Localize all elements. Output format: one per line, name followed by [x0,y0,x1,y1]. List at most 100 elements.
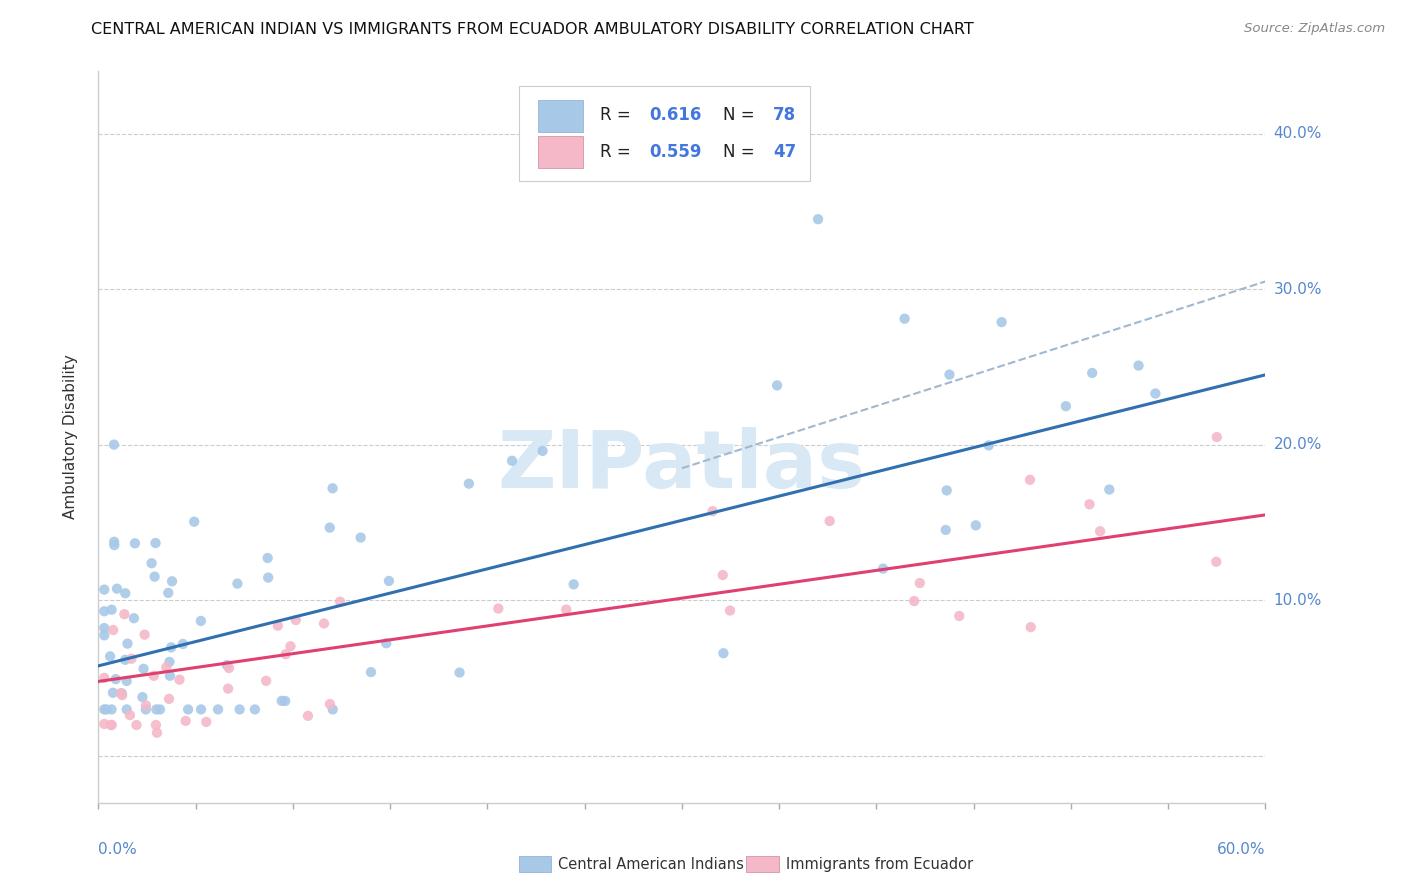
Text: R =: R = [600,106,637,124]
Point [555,602,578,616]
Point [938,368,960,382]
Text: R =: R = [600,143,637,161]
Point [143,569,166,583]
Point [1019,473,1042,487]
Point [1144,386,1167,401]
Point [319,697,342,711]
Point [122,611,145,625]
Point [257,571,280,585]
Bar [538,136,582,168]
Point [110,686,132,700]
Point [93,671,115,685]
Point [190,614,212,628]
Point [322,481,344,495]
Point [718,603,741,617]
Point [111,688,134,702]
Point [172,637,194,651]
Point [93,604,115,618]
Point [100,702,122,716]
Point [531,443,554,458]
Point [155,660,177,674]
Point [132,662,155,676]
Point [145,718,167,732]
Bar [519,856,551,872]
Point [100,718,122,732]
Point [103,437,125,451]
Text: Source: ZipAtlas.com: Source: ZipAtlas.com [1244,22,1385,36]
Point [312,616,335,631]
Point [807,212,830,227]
Point [872,561,894,575]
Point [93,702,115,716]
Text: 30.0%: 30.0% [1274,282,1322,297]
Point [329,595,352,609]
Point [177,702,200,716]
Point [990,315,1012,329]
Point [135,698,157,713]
Text: 40.0%: 40.0% [1274,126,1322,141]
Point [169,673,191,687]
Bar [747,856,779,872]
Point [254,673,277,688]
Text: 78: 78 [773,106,796,124]
Point [350,531,373,545]
Point [105,582,128,596]
Point [935,483,957,498]
Point [702,504,724,518]
Point [935,523,957,537]
Point [1054,399,1077,413]
Text: 0.616: 0.616 [650,106,702,124]
Text: 0.559: 0.559 [650,143,702,161]
Point [159,655,181,669]
Point [104,672,127,686]
Point [713,646,735,660]
Point [228,702,250,716]
Text: N =: N = [723,143,759,161]
Bar [538,100,582,132]
Point [908,576,931,591]
Point [124,536,146,550]
Point [96,702,118,716]
Point [93,582,115,597]
Point [1088,524,1111,539]
Point [449,665,471,680]
Point [217,681,239,696]
Point [218,661,240,675]
Point [274,648,297,662]
Point [135,702,157,716]
Point [134,627,156,641]
Point [274,694,297,708]
Point [146,725,169,739]
Point [195,714,218,729]
Point [115,673,138,688]
Point [100,718,122,732]
Point [284,613,307,627]
Point [190,702,212,716]
Point [117,637,139,651]
Text: Immigrants from Ecuador: Immigrants from Ecuador [786,856,973,871]
Point [243,702,266,716]
Text: 20.0%: 20.0% [1274,437,1322,452]
Point [118,708,141,723]
Point [322,702,344,716]
Point [93,717,115,731]
Point [125,718,148,732]
Point [562,577,585,591]
Point [103,534,125,549]
Point [501,454,523,468]
Point [1019,620,1042,634]
Point [818,514,841,528]
Point [183,515,205,529]
Point [114,653,136,667]
Point [1098,483,1121,497]
Point [174,714,197,728]
Point [375,636,398,650]
Point [977,438,1000,452]
Point [159,669,181,683]
Point [766,378,789,392]
Point [711,568,734,582]
Y-axis label: Ambulatory Disability: Ambulatory Disability [63,355,77,519]
Point [145,536,167,550]
Text: Central American Indians: Central American Indians [558,856,744,871]
Point [100,603,122,617]
